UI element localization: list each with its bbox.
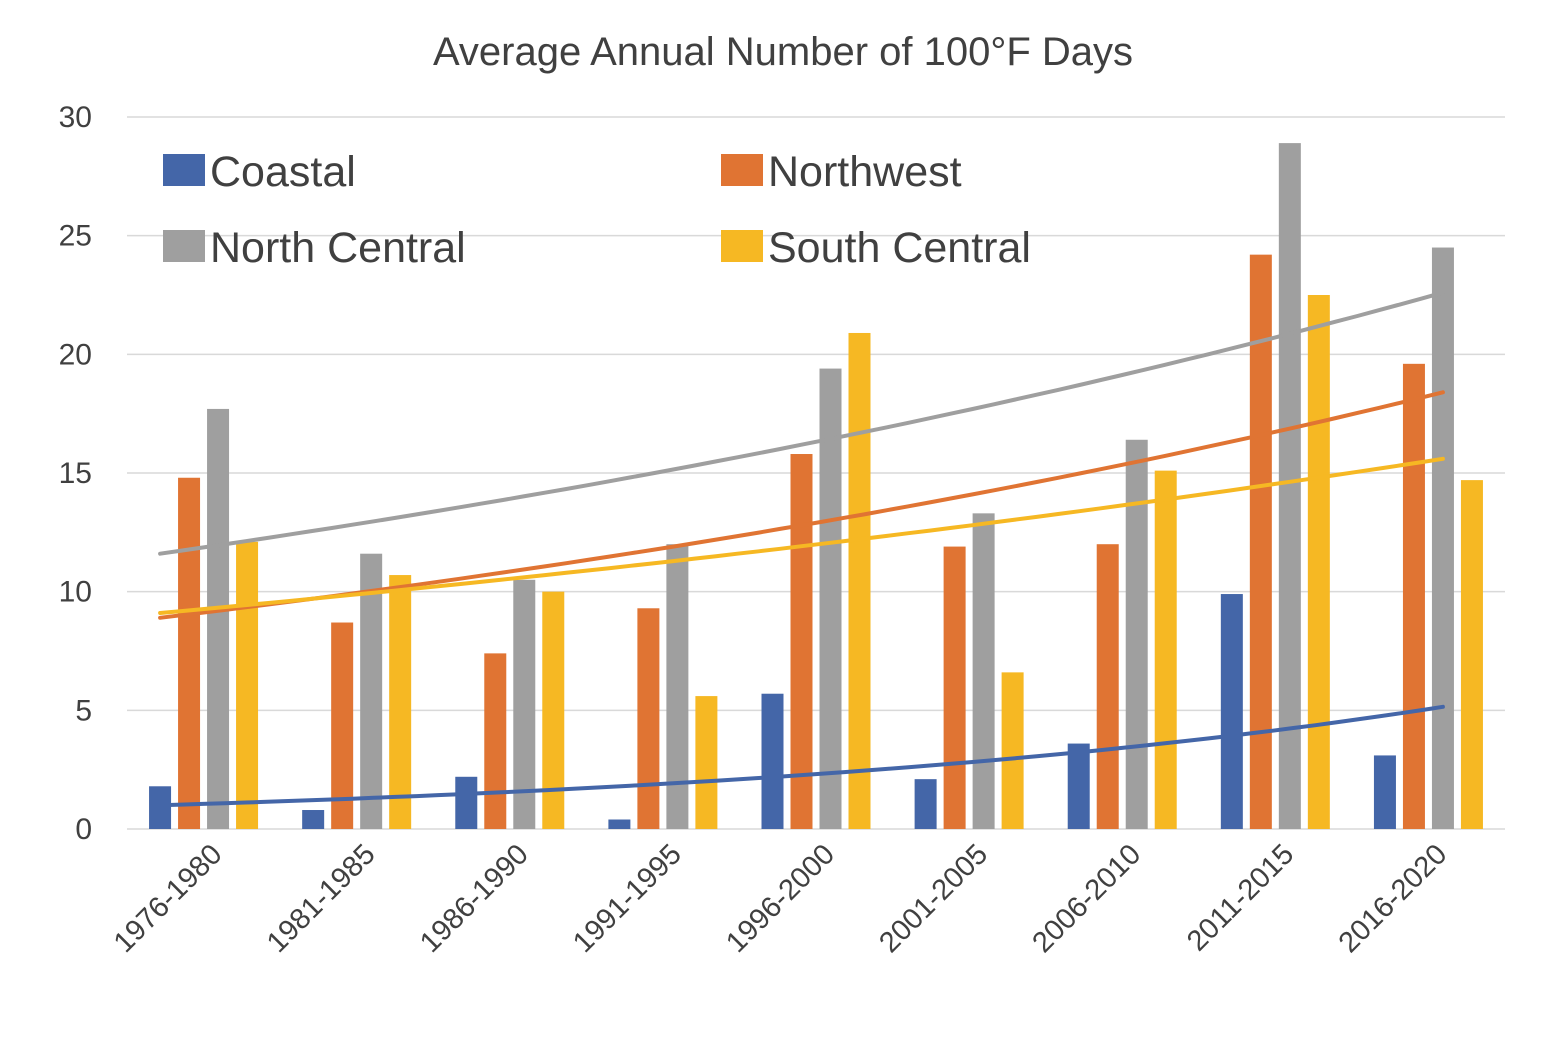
legend-item-coastal: Coastal [163,148,356,196]
bar-northwest-2001-2005 [943,546,966,829]
x-tick-label: 1991-1995 [567,838,688,959]
bar-north-central-1996-2000 [819,368,842,829]
legend-swatch [163,154,205,186]
bar-south-central-1981-1985 [389,575,412,829]
x-tick-label: 2016-2020 [1333,838,1454,959]
legend-label: South Central [768,224,1031,272]
y-tick-label: 30 [59,101,92,134]
bar-north-central-2011-2015 [1278,143,1301,829]
legend-swatch [721,154,763,186]
bar-coastal-1976-1980 [149,786,172,829]
bar-coastal-2006-2010 [1067,743,1090,829]
x-axis-tick-labels: 1976-1980 1981-1985 1986-1990 1991-1995 1996… [108,838,1454,959]
trendlines [158,290,1445,808]
bar-north-central-2006-2010 [1125,439,1148,829]
bar-coastal-1996-2000 [761,693,784,829]
bar-northwest-2006-2010 [1096,544,1119,829]
bar-coastal-2011-2015 [1220,594,1243,829]
legend-swatch [721,230,763,262]
trendline-south-central [158,456,1445,615]
y-axis-tick-labels: 0 5 10 15 20 25 30 [59,101,92,846]
bar-northwest-1986-1990 [484,653,507,829]
bar-coastal-1986-1990 [455,776,478,829]
bar-coastal-1991-1995 [608,819,631,829]
bars [149,143,1483,830]
bar-south-central-2011-2015 [1307,295,1330,829]
bar-coastal-2016-2020 [1373,755,1396,829]
x-tick-label: 1976-1980 [108,838,229,959]
y-tick-label: 5 [75,694,92,727]
bar-northwest-1981-1985 [331,622,354,829]
x-tick-label: 2006-2010 [1026,838,1147,959]
bar-coastal-2001-2005 [914,779,937,829]
legend-label: North Central [210,224,466,272]
bar-south-central-2016-2020 [1460,480,1483,829]
x-tick-label: 1981-1985 [261,838,382,959]
legend-label: Coastal [210,148,356,196]
bar-south-central-1976-1980 [236,541,259,829]
trendline-coastal [158,704,1445,808]
y-tick-label: 25 [59,220,92,253]
chart-title: Average Annual Number of 100°F Days [433,30,1133,74]
bar-northwest-1991-1995 [637,608,660,829]
y-tick-label: 0 [75,813,92,846]
bar-south-central-1986-1990 [542,591,565,829]
x-tick-label: 1986-1990 [414,838,535,959]
bar-south-central-1996-2000 [848,332,871,829]
bar-north-central-1981-1985 [360,553,383,829]
y-tick-label: 15 [59,457,92,490]
bar-north-central-2016-2020 [1431,247,1454,830]
trendline-northwest [158,390,1445,620]
legend-label: Northwest [768,148,962,196]
bar-north-central-1991-1995 [666,544,689,829]
bar-south-central-2001-2005 [1001,672,1024,829]
x-tick-label: 2011-2015 [1181,838,1300,957]
legend-item-north-central: North Central [163,224,466,272]
legend-swatch [163,230,205,262]
bar-northwest-2011-2015 [1249,254,1272,830]
bar-coastal-1981-1985 [302,810,325,829]
legend-item-northwest: Northwest [721,148,962,196]
bar-north-central-2001-2005 [972,513,995,829]
y-tick-label: 20 [59,338,92,371]
bar-south-central-2006-2010 [1154,470,1177,829]
x-tick-label: 1996-2000 [720,838,841,959]
bar-north-central-1986-1990 [513,579,536,829]
trendline-north-central [158,290,1445,556]
bar-northwest-2016-2020 [1402,363,1425,829]
y-tick-label: 10 [59,576,92,609]
bar-northwest-1976-1980 [178,477,201,829]
legend-item-south-central: South Central [721,224,1031,272]
legend: Coastal Northwest North Central South Centr… [163,148,1031,272]
bar-north-central-1976-1980 [207,408,230,829]
bar-south-central-1991-1995 [695,696,718,829]
x-tick-label: 2001-2005 [873,838,994,959]
